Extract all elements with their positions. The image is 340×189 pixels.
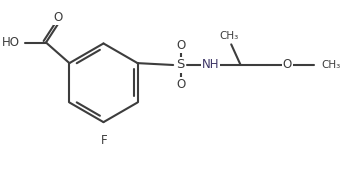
Text: F: F: [101, 134, 108, 147]
Text: CH₃: CH₃: [321, 60, 340, 70]
Text: O: O: [176, 78, 185, 91]
Text: O: O: [53, 11, 63, 24]
Text: HO: HO: [2, 36, 20, 49]
Text: S: S: [176, 58, 185, 71]
Text: O: O: [176, 39, 185, 52]
Text: NH: NH: [202, 58, 219, 71]
Text: O: O: [283, 58, 292, 71]
Text: CH₃: CH₃: [220, 31, 239, 41]
